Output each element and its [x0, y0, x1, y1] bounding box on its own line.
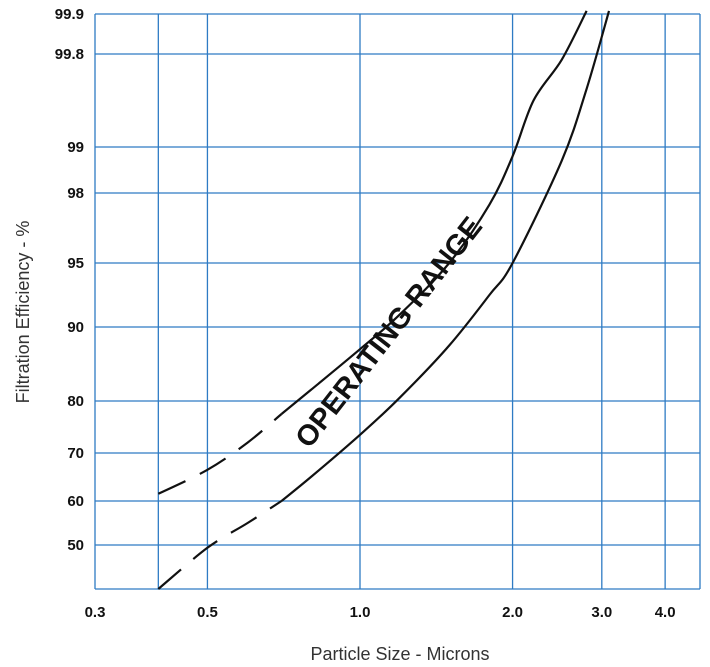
- x-tick-label: 4.0: [655, 604, 676, 621]
- y-tick-label: 95: [67, 255, 84, 272]
- x-tick-label: 2.0: [502, 604, 523, 621]
- y-tick-label: 90: [67, 319, 84, 336]
- x-tick-label: 3.0: [591, 604, 612, 621]
- series-lower-dashed: [157, 500, 283, 590]
- grid: [95, 13, 700, 589]
- series-lower-line: [280, 10, 611, 502]
- y-tick-label: 99: [67, 139, 84, 156]
- y-tick-label: 99.8: [55, 46, 84, 63]
- y-tick-label: 70: [67, 445, 84, 462]
- x-tick-label: 0.3: [85, 604, 106, 621]
- x-axis-label: Particle Size - Microns: [310, 644, 489, 664]
- series-upper-line: [280, 10, 588, 415]
- y-tick-label: 50: [67, 537, 84, 554]
- series-group: [157, 10, 611, 590]
- y-tick-label: 99.9: [55, 6, 84, 23]
- y-tick-label: 98: [67, 185, 84, 202]
- y-tick-labels: 50 60 70 80 90 95 98 99 99.8 99.9: [55, 6, 84, 554]
- series-upper-dashed: [157, 413, 283, 495]
- x-tick-labels: 0.3 0.5 1.0 2.0 3.0 4.0: [85, 604, 676, 621]
- plot-frame: [94, 14, 701, 590]
- y-axis-label: Filtration Efficiency - %: [13, 221, 33, 404]
- y-tick-label: 60: [67, 493, 84, 510]
- x-tick-label: 1.0: [350, 604, 371, 621]
- y-tick-label: 80: [67, 393, 84, 410]
- x-tick-label: 0.5: [197, 604, 218, 621]
